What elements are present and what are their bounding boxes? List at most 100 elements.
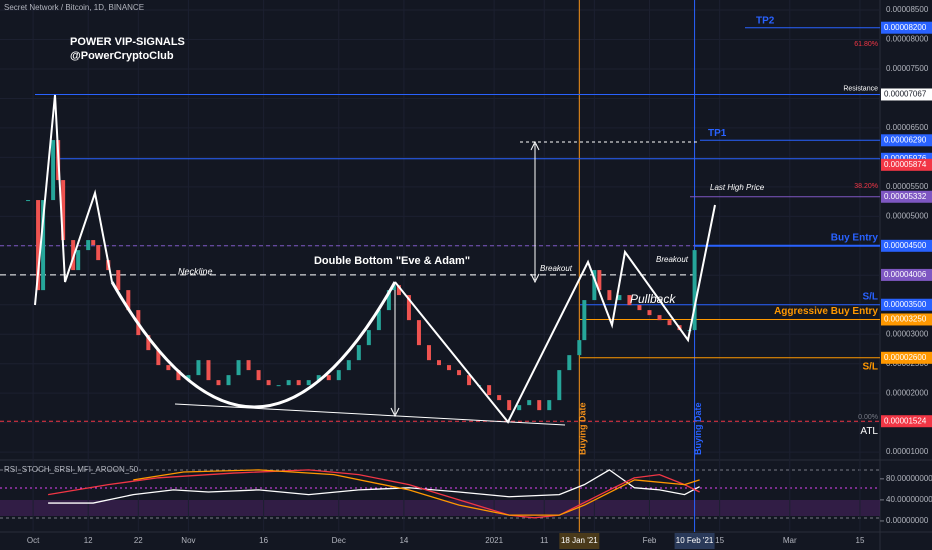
candle [86,240,91,251]
candle [507,400,512,411]
candle [577,340,582,356]
x-tick-label: 14 [399,536,408,545]
y-tick-label: 0.00003000 [886,329,929,338]
candle [592,270,597,301]
level-label-box [881,134,932,147]
candle [246,360,251,371]
y-tick-label: 0.00001000 [886,447,929,456]
level-label-box [881,268,932,281]
y-tick-label: 0.00008500 [886,5,929,14]
x-tick-label: Oct [27,536,40,545]
candle [567,355,572,371]
candle [306,380,311,386]
candle [76,250,81,271]
trend-line [174,403,566,426]
x-tick-label: 15 [715,536,724,545]
level-label: 0.00003500 [884,300,927,309]
indicator-band [0,500,880,516]
x-tick-label: Nov [181,536,195,545]
candle [326,375,331,381]
candle [236,360,241,376]
level-text: ATL [860,426,878,437]
indicator-line [48,469,700,519]
level-label-box [881,190,932,203]
arrow-head [530,140,540,284]
level-text: Neckline [178,266,213,276]
y-tick-label: 0.00008000 [886,35,929,44]
level-label: 0.00005332 [884,192,927,201]
pattern-line [34,94,113,306]
y-tick-label: 80.00000000 [886,474,932,483]
candle [391,285,396,291]
level-label-box [881,21,932,34]
x-tick-label: Feb [643,536,657,545]
candle [557,370,562,401]
level-label-box [881,313,932,326]
annotation: 38.20% [854,183,878,190]
candle [366,330,371,346]
level-label-box [881,351,932,364]
annotation: Pullback [630,292,676,306]
level-text: Aggressive Buy Entry [774,306,878,317]
candle [436,360,441,366]
candle [517,405,522,411]
y-tick-label: 0.00002000 [886,388,929,397]
level-label: 0.00008200 [884,23,927,32]
level-text: TP2 [756,15,775,26]
indicator-line [48,469,700,504]
level-label-box [881,239,932,252]
candle [146,335,151,351]
candle [206,360,211,381]
x-tick-label: 12 [84,536,93,545]
candle [216,380,221,386]
candle [296,380,301,386]
candle [527,400,532,406]
candle [196,360,201,376]
candle [346,360,351,371]
annotation: Breakout [540,264,573,273]
level-label-box [881,415,932,428]
y-tick-label: 0.00005000 [886,211,929,220]
candle [667,320,672,326]
y-tick-label: 0.00000000 [886,516,929,525]
candle [41,200,46,291]
y-tick-label: 0.00005500 [886,182,929,191]
level-label: 0.00006290 [884,135,927,144]
indicator-line [133,469,700,516]
candle [51,140,56,201]
candle [396,285,401,296]
candle [426,345,431,361]
candle [226,375,231,386]
date-label: 10 Feb '21 [676,536,714,545]
y-tick-label: 0.00007500 [886,64,929,73]
candle [637,305,642,311]
candle [26,200,31,202]
level-text: TP1 [708,128,727,139]
candle [166,365,171,371]
candle [116,270,121,291]
candle [617,295,622,301]
level-text: S/L [862,361,878,372]
candle [597,270,602,291]
candle [316,375,321,381]
date-marker-text: Buying Date [578,402,588,455]
candle [61,180,66,241]
candle [36,200,41,291]
candle [406,295,411,321]
level-label: 0.00007067 [884,90,927,99]
candle [126,290,131,311]
level-label-box [881,158,932,171]
candle [176,370,181,381]
annotation: POWER VIP-SIGNALS [70,36,185,48]
candle [156,350,161,366]
candle [266,380,271,386]
candle [336,370,341,381]
level-label: 0.00005976 [884,154,927,163]
annotation: @PowerCryptoClub [70,50,174,62]
x-tick-label: 16 [259,536,268,545]
chart-title: Secret Network / Bitcoin, 1D, BINANCE [4,3,144,12]
candle [487,385,492,396]
x-tick-label: 15 [856,536,865,545]
candle [416,320,421,346]
candle [91,240,96,246]
